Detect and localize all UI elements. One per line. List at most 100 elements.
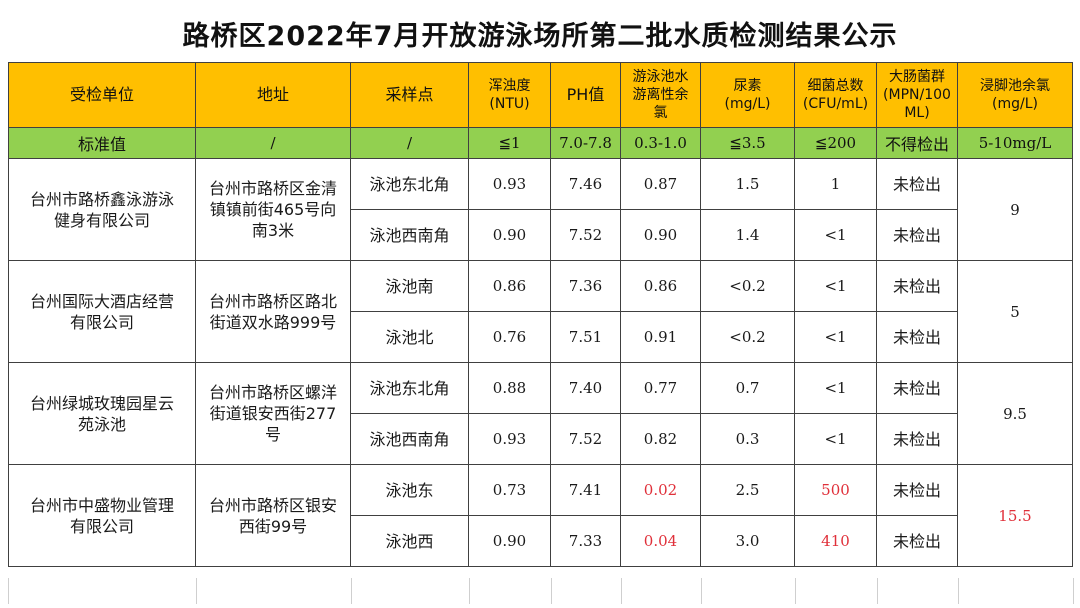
turbidity-cell: 0.90 bbox=[468, 515, 551, 567]
standard-footbath: 5-10mg/L bbox=[957, 127, 1073, 159]
coliform-cell: 未检出 bbox=[876, 464, 958, 516]
header-coliform-line: (MPN/100 bbox=[883, 87, 951, 103]
unit-name-line: 苑泳池 bbox=[77, 414, 126, 434]
sample-point-cell: 泳池西南角 bbox=[350, 209, 469, 261]
table-row: 台州绿城玫瑰园星云 苑泳池 台州市路桥区螺洋 街道银安西街277 号 泳池东北角 0.88 7… bbox=[8, 362, 1073, 465]
ph-cell: 7.52 bbox=[550, 209, 621, 261]
unit-address-line: 镇镇前街465号向 bbox=[209, 200, 337, 219]
table-row: 台州市中盛物业管理 有限公司 台州市路桥区银安 西街99号 泳池东 0.73 7.41 0.0… bbox=[8, 464, 1073, 567]
column-separator bbox=[469, 578, 470, 604]
header-ph: PH值 bbox=[550, 62, 621, 128]
urea-cell: 2.5 bbox=[700, 464, 795, 516]
coliform-cell: 未检出 bbox=[876, 209, 958, 261]
unit-address-line: 西街99号 bbox=[238, 516, 308, 536]
header-turbidity-line: 浑浊度 bbox=[488, 78, 531, 94]
unit-name-line: 台州国际大酒店经营 bbox=[29, 291, 174, 311]
bacteria-cell: <1 bbox=[794, 362, 877, 414]
header-chlorine-line: 游离性余 bbox=[632, 87, 689, 103]
table-row: 台州国际大酒店经营 有限公司 台州市路桥区路北 街道双水路999号 泳池南 0.86 7.3… bbox=[8, 260, 1073, 363]
unit-address-line: 台州市路桥区银安 bbox=[208, 495, 337, 515]
unit-address-line: 街道银安西街277 bbox=[209, 404, 337, 423]
sample-point-cell: 泳池西南角 bbox=[350, 413, 469, 465]
unit-address-line: 台州市路桥区螺洋 bbox=[208, 383, 337, 402]
header-urea-unit: (mg/L) bbox=[724, 96, 771, 112]
coliform-cell: 未检出 bbox=[876, 515, 958, 567]
ph-cell: 7.41 bbox=[550, 464, 621, 516]
sample-point-cell: 泳池东北角 bbox=[350, 362, 469, 414]
standard-turbidity: ≦1 bbox=[468, 127, 551, 159]
header-address: 地址 bbox=[195, 62, 351, 128]
header-footbath: 浸脚池余氯 (mg/L) bbox=[957, 62, 1073, 128]
unit-name-cell: 台州市路桥鑫泳游泳 健身有限公司 bbox=[8, 158, 196, 261]
turbidity-cell: 0.90 bbox=[468, 209, 551, 261]
unit-address-line: 号 bbox=[264, 425, 281, 444]
sample-point-cell: 泳池北 bbox=[350, 311, 469, 363]
turbidity-cell: 0.86 bbox=[468, 260, 551, 312]
turbidity-cell: 0.88 bbox=[468, 362, 551, 414]
unit-name-line: 台州市中盛物业管理 bbox=[29, 495, 174, 515]
header-bacteria: 细菌总数 (CFU/mL) bbox=[794, 62, 877, 128]
header-coliform-line: 大肠菌群 bbox=[889, 69, 945, 85]
standard-row: 标准值 / / ≦1 7.0-7.8 0.3-1.0 ≦3.5 ≦200 不得检… bbox=[8, 127, 1073, 159]
standard-chlorine: 0.3-1.0 bbox=[620, 127, 701, 159]
chlorine-cell: 0.82 bbox=[620, 413, 701, 465]
ph-cell: 7.51 bbox=[550, 311, 621, 363]
results-table: 受检单位 地址 采样点 浑浊度 (NTU) PH值 游泳池水 游离性余 氯 尿素… bbox=[8, 62, 1073, 567]
footbath-chlorine-cell: 15.5 bbox=[957, 464, 1073, 567]
column-separator bbox=[795, 578, 796, 604]
bacteria-cell: <1 bbox=[794, 260, 877, 312]
ph-cell: 7.40 bbox=[550, 362, 621, 414]
header-urea: 尿素 (mg/L) bbox=[700, 62, 795, 128]
table-row: 台州市路桥鑫泳游泳 健身有限公司 台州市路桥区金清 镇镇前街465号向 南3米 泳池东北角… bbox=[8, 158, 1073, 261]
ph-cell: 7.36 bbox=[550, 260, 621, 312]
footbath-chlorine-cell: 5 bbox=[957, 260, 1073, 363]
turbidity-cell: 0.73 bbox=[468, 464, 551, 516]
ph-cell: 7.33 bbox=[550, 515, 621, 567]
unit-address-line: 台州市路桥区路北 bbox=[208, 291, 337, 311]
header-chlorine: 游泳池水 游离性余 氯 bbox=[620, 62, 701, 128]
urea-cell: 1.4 bbox=[700, 209, 795, 261]
sample-point-cell: 泳池东 bbox=[350, 464, 469, 516]
urea-cell: 1.5 bbox=[700, 158, 795, 210]
unit-address-cell: 台州市路桥区路北 街道双水路999号 bbox=[195, 260, 351, 363]
header-unit: 受检单位 bbox=[8, 62, 196, 128]
sample-point-cell: 泳池西 bbox=[350, 515, 469, 567]
chlorine-cell: 0.02 bbox=[620, 464, 701, 516]
unit-address-line: 街道双水路999号 bbox=[209, 312, 337, 332]
unit-address-cell: 台州市路桥区螺洋 街道银安西街277 号 bbox=[195, 362, 351, 465]
header-footbath-unit: (mg/L) bbox=[992, 96, 1038, 112]
urea-cell: 0.7 bbox=[700, 362, 795, 414]
unit-address-line: 南3米 bbox=[251, 221, 295, 240]
chlorine-cell: 0.04 bbox=[620, 515, 701, 567]
unit-name-cell: 台州国际大酒店经营 有限公司 bbox=[8, 260, 196, 363]
standard-label: 标准值 bbox=[8, 127, 196, 159]
unit-name-line: 健身有限公司 bbox=[53, 210, 150, 230]
chlorine-cell: 0.77 bbox=[620, 362, 701, 414]
standard-address: / bbox=[195, 127, 351, 159]
column-separator bbox=[621, 578, 622, 604]
header-chlorine-line: 氯 bbox=[653, 105, 668, 121]
turbidity-cell: 0.93 bbox=[468, 158, 551, 210]
coliform-cell: 未检出 bbox=[876, 362, 958, 414]
table-row: 泳池北 0.76 7.51 0.91 <0.2 <1 未检出 bbox=[9, 311, 1073, 363]
bacteria-cell: <1 bbox=[794, 413, 877, 465]
turbidity-cell: 0.93 bbox=[468, 413, 551, 465]
chlorine-cell: 0.91 bbox=[620, 311, 701, 363]
unit-name-cell: 台州绿城玫瑰园星云 苑泳池 bbox=[8, 362, 196, 465]
table-row: 泳池西南角 0.90 7.52 0.90 1.4 <1 未检出 bbox=[9, 209, 1073, 261]
unit-name-line: 有限公司 bbox=[69, 312, 134, 332]
bacteria-cell: 410 bbox=[794, 515, 877, 567]
unit-name-line: 台州市路桥鑫泳游泳 bbox=[29, 189, 174, 209]
page-title: 路桥区2022年7月开放游泳场所第二批水质检测结果公示 bbox=[182, 21, 898, 52]
header-coliform-line: ML) bbox=[904, 105, 930, 121]
empty-trailing-row bbox=[8, 578, 1074, 604]
urea-cell: 3.0 bbox=[700, 515, 795, 567]
column-separator bbox=[701, 578, 702, 604]
sample-point-cell: 泳池南 bbox=[350, 260, 469, 312]
unit-address-cell: 台州市路桥区银安 西街99号 bbox=[195, 464, 351, 567]
bacteria-cell: <1 bbox=[794, 209, 877, 261]
header-turbidity: 浑浊度 (NTU) bbox=[468, 62, 551, 128]
turbidity-cell: 0.76 bbox=[468, 311, 551, 363]
urea-cell: 0.3 bbox=[700, 413, 795, 465]
